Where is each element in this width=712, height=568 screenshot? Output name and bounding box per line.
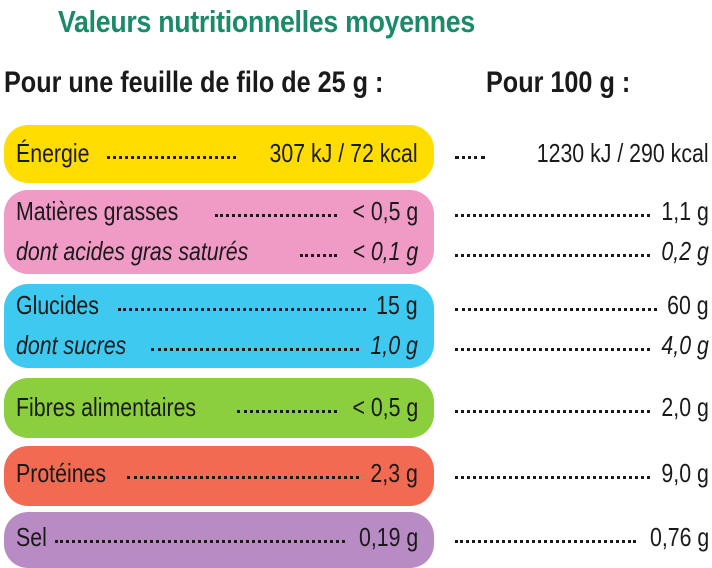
leader-dots <box>214 214 337 217</box>
glucides-row: Glucides 15 g <box>16 290 418 321</box>
fibres-pill <box>4 378 434 438</box>
sel-per-100g: 0,76 g <box>649 522 709 552</box>
leader-dots <box>106 156 237 159</box>
sel-per-sheet: 0,19 g <box>358 522 418 552</box>
leader-dots <box>455 156 485 159</box>
sucres-per-sheet: 1,0 g <box>370 330 418 360</box>
energie-label: Énergie <box>16 138 90 168</box>
proteines-per-100g: 9,0 g <box>661 458 709 488</box>
fibres-per-sheet: < 0,5 g <box>352 392 418 422</box>
leader-dots <box>455 476 651 479</box>
fibres-label: Fibres alimentaires <box>16 392 197 422</box>
energie-pill <box>4 125 434 183</box>
fibres-row: Fibres alimentaires < 0,5 g <box>16 392 418 423</box>
glucides-row-100g: 60 g <box>455 290 709 321</box>
matieres-grasses-row-100g: 1,1 g <box>455 196 709 227</box>
sel-row: Sel 0,19 g <box>16 522 418 553</box>
matieres-grasses-label: Matières grasses <box>16 196 179 226</box>
proteines-per-sheet: 2,3 g <box>370 458 418 488</box>
sucres-row-100g: 4,0 g <box>455 330 709 361</box>
proteines-row: Protéines 2,3 g <box>16 458 418 489</box>
leader-dots <box>455 214 651 217</box>
proteines-label: Protéines <box>16 458 107 488</box>
matieres-grasses-pill <box>4 190 434 274</box>
leader-dots <box>151 348 360 351</box>
energie-row: Énergie 307 kJ / 72 kcal <box>16 138 418 169</box>
proteines-row-100g: 9,0 g <box>455 458 709 489</box>
sucres-row: dont sucres 1,0 g <box>16 330 418 361</box>
energie-per-sheet: 307 kJ / 72 kcal <box>269 138 418 168</box>
acides-gras-per-100g: 0,2 g <box>661 236 709 266</box>
nutrition-title: Valeurs nutritionnelles moyennes <box>58 4 475 39</box>
leader-dots <box>455 308 658 311</box>
column-header-per-100g: Pour 100 g : <box>486 66 631 99</box>
acides-gras-label: dont acides gras saturés <box>16 236 249 266</box>
leader-dots <box>126 476 360 479</box>
leader-dots <box>300 254 337 257</box>
glucides-per-100g: 60 g <box>667 290 709 320</box>
sel-label: Sel <box>16 522 47 552</box>
leader-dots <box>455 348 651 351</box>
glucides-label: Glucides <box>16 290 99 320</box>
matieres-grasses-row: Matières grasses < 0,5 g <box>16 196 418 227</box>
fibres-per-100g: 2,0 g <box>661 392 709 422</box>
sucres-per-100g: 4,0 g <box>661 330 709 360</box>
leader-dots <box>54 540 345 543</box>
glucides-per-sheet: 15 g <box>376 290 418 320</box>
sucres-label: dont sucres <box>16 330 127 360</box>
acides-gras-row-100g: 0,2 g <box>455 236 709 267</box>
glucides-pill <box>4 284 434 368</box>
matieres-grasses-per-sheet: < 0,5 g <box>352 196 418 226</box>
leader-dots <box>455 410 651 413</box>
energie-per-100g: 1230 kJ / 290 kcal <box>537 138 709 168</box>
leader-dots <box>455 254 651 257</box>
fibres-row-100g: 2,0 g <box>455 392 709 423</box>
energie-row-100g: 1230 kJ / 290 kcal <box>455 138 709 169</box>
column-header-per-sheet: Pour une feuille de filo de 25 g : <box>4 66 384 99</box>
leader-dots <box>118 308 367 311</box>
matieres-grasses-per-100g: 1,1 g <box>661 196 709 226</box>
acides-gras-row: dont acides gras saturés < 0,1 g <box>16 236 418 267</box>
leader-dots <box>236 410 337 413</box>
sel-row-100g: 0,76 g <box>455 522 709 553</box>
acides-gras-per-sheet: < 0,1 g <box>352 236 418 266</box>
leader-dots <box>455 540 636 543</box>
